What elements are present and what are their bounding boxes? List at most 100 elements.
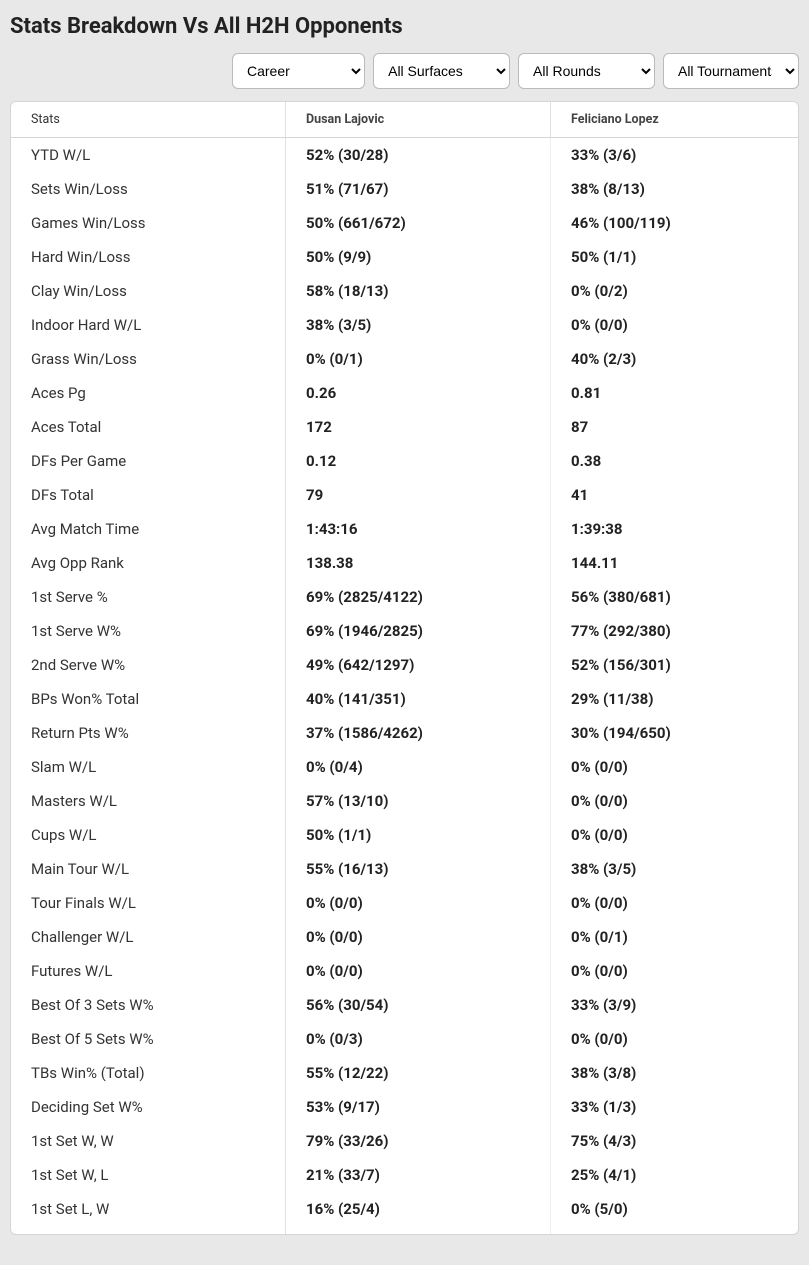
table-row: 1st Serve W%69% (1946/2825)77% (292/380) [11, 614, 798, 648]
stat-name: Slam W/L [11, 750, 286, 784]
rounds-select[interactable]: All Rounds [518, 53, 655, 89]
tournaments-select[interactable]: All Tournaments [663, 53, 799, 89]
table-row: Deciding Set W%53% (9/17)33% (1/3) [11, 1090, 798, 1124]
filter-bar: Career All Surfaces All Rounds All Tourn… [232, 53, 799, 89]
stat-name: 1st Serve % [11, 580, 286, 614]
player2-value: 0% (0/0) [551, 954, 798, 988]
table-row: TBs Win% (Total)55% (12/22)38% (3/8) [11, 1056, 798, 1090]
player1-value: 52% (30/28) [286, 138, 551, 172]
player1-value: 50% (661/672) [286, 206, 551, 240]
player1-value: 56% (30/54) [286, 988, 551, 1022]
table-row: Slam W/L0% (0/4)0% (0/0) [11, 750, 798, 784]
stat-name: Futures W/L [11, 954, 286, 988]
page-title: Stats Breakdown Vs All H2H Opponents [10, 14, 799, 39]
player2-value: 0% (0/0) [551, 308, 798, 342]
stat-name: Best Of 3 Sets W% [11, 988, 286, 1022]
player1-value: 58% (18/13) [286, 274, 551, 308]
stat-name: 1st Set W, W [11, 1124, 286, 1158]
player1-value: 16% (25/4) [286, 1192, 551, 1234]
player1-value: 38% (3/5) [286, 308, 551, 342]
player2-value: 46% (100/119) [551, 206, 798, 240]
player2-value: 0% (0/0) [551, 750, 798, 784]
player2-value: 33% (3/6) [551, 138, 798, 172]
table-row: Best Of 3 Sets W%56% (30/54)33% (3/9) [11, 988, 798, 1022]
player1-value: 55% (12/22) [286, 1056, 551, 1090]
player1-value: 0% (0/0) [286, 920, 551, 954]
stat-name: Avg Opp Rank [11, 546, 286, 580]
stat-name: Aces Pg [11, 376, 286, 410]
stat-name: TBs Win% (Total) [11, 1056, 286, 1090]
table-row: Avg Match Time1:43:161:39:38 [11, 512, 798, 546]
col-player1: Dusan Lajovic [286, 102, 551, 138]
player1-value: 0% (0/1) [286, 342, 551, 376]
player2-value: 0% (0/0) [551, 1022, 798, 1056]
table-row: Aces Pg0.260.81 [11, 376, 798, 410]
player1-value: 0.26 [286, 376, 551, 410]
surfaces-select[interactable]: All Surfaces [373, 53, 510, 89]
player2-value: 38% (3/8) [551, 1056, 798, 1090]
stat-name: 1st Serve W% [11, 614, 286, 648]
player2-value: 75% (4/3) [551, 1124, 798, 1158]
player1-value: 57% (13/10) [286, 784, 551, 818]
table-row: Games Win/Loss50% (661/672)46% (100/119) [11, 206, 798, 240]
table-row: Cups W/L50% (1/1)0% (0/0) [11, 818, 798, 852]
player2-value: 77% (292/380) [551, 614, 798, 648]
stat-name: Return Pts W% [11, 716, 286, 750]
player2-value: 30% (194/650) [551, 716, 798, 750]
table-row: Masters W/L57% (13/10)0% (0/0) [11, 784, 798, 818]
table-row: DFs Total7941 [11, 478, 798, 512]
player2-value: 33% (3/9) [551, 988, 798, 1022]
table-header-row: Stats Dusan Lajovic Feliciano Lopez [11, 102, 798, 138]
stat-name: Masters W/L [11, 784, 286, 818]
stat-name: 1st Set W, L [11, 1158, 286, 1192]
player2-value: 52% (156/301) [551, 648, 798, 682]
stat-name: Clay Win/Loss [11, 274, 286, 308]
player2-value: 87 [551, 410, 798, 444]
player1-value: 1:43:16 [286, 512, 551, 546]
table-row: Grass Win/Loss0% (0/1)40% (2/3) [11, 342, 798, 376]
table-row: DFs Per Game0.120.38 [11, 444, 798, 478]
table-row: Sets Win/Loss51% (71/67)38% (8/13) [11, 172, 798, 206]
table-row: 1st Set L, W16% (25/4)0% (5/0) [11, 1192, 798, 1234]
col-stats: Stats [11, 102, 286, 138]
player1-value: 0% (0/4) [286, 750, 551, 784]
player1-value: 21% (33/7) [286, 1158, 551, 1192]
player1-value: 40% (141/351) [286, 682, 551, 716]
player2-value: 40% (2/3) [551, 342, 798, 376]
player2-value: 29% (11/38) [551, 682, 798, 716]
table-row: Clay Win/Loss58% (18/13)0% (0/2) [11, 274, 798, 308]
stat-name: Challenger W/L [11, 920, 286, 954]
player2-value: 0% (0/0) [551, 784, 798, 818]
stat-name: Grass Win/Loss [11, 342, 286, 376]
player1-value: 138.38 [286, 546, 551, 580]
stat-name: Avg Match Time [11, 512, 286, 546]
table-row: YTD W/L52% (30/28)33% (3/6) [11, 138, 798, 172]
player1-value: 53% (9/17) [286, 1090, 551, 1124]
player2-value: 0.38 [551, 444, 798, 478]
stat-name: Tour Finals W/L [11, 886, 286, 920]
table-row: Futures W/L0% (0/0)0% (0/0) [11, 954, 798, 988]
table-row: Aces Total17287 [11, 410, 798, 444]
player2-value: 25% (4/1) [551, 1158, 798, 1192]
stat-name: DFs Total [11, 478, 286, 512]
career-select[interactable]: Career [232, 53, 365, 89]
stat-name: DFs Per Game [11, 444, 286, 478]
table-row: BPs Won% Total40% (141/351)29% (11/38) [11, 682, 798, 716]
stat-name: 2nd Serve W% [11, 648, 286, 682]
player2-value: 33% (1/3) [551, 1090, 798, 1124]
stat-name: Best Of 5 Sets W% [11, 1022, 286, 1056]
player2-value: 56% (380/681) [551, 580, 798, 614]
player1-value: 79 [286, 478, 551, 512]
table-row: Hard Win/Loss50% (9/9)50% (1/1) [11, 240, 798, 274]
stat-name: Deciding Set W% [11, 1090, 286, 1124]
table-row: Main Tour W/L55% (16/13)38% (3/5) [11, 852, 798, 886]
player1-value: 49% (642/1297) [286, 648, 551, 682]
table-row: Indoor Hard W/L38% (3/5)0% (0/0) [11, 308, 798, 342]
stat-name: BPs Won% Total [11, 682, 286, 716]
stat-name: 1st Set L, W [11, 1192, 286, 1234]
table-row: 1st Set W, W79% (33/26)75% (4/3) [11, 1124, 798, 1158]
col-player2: Feliciano Lopez [551, 102, 798, 138]
player2-value: 50% (1/1) [551, 240, 798, 274]
table-row: 1st Set W, L21% (33/7)25% (4/1) [11, 1158, 798, 1192]
player2-value: 0% (0/0) [551, 818, 798, 852]
